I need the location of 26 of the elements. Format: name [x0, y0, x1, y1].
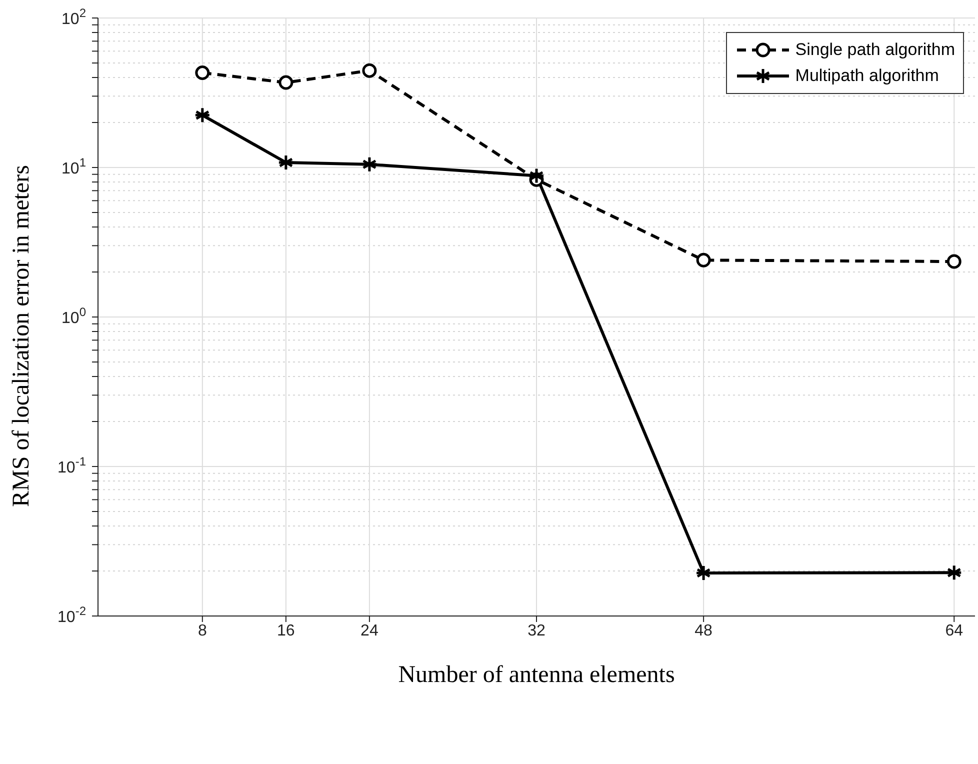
point: [361, 156, 378, 173]
point: [362, 63, 377, 78]
point: [195, 66, 210, 80]
y-tick-label: 10$^{-1}$: [58, 454, 86, 476]
y-tick-label: 10$^{2}$: [62, 6, 86, 28]
y-tick-label: 10$^{1}$: [62, 156, 86, 178]
point: [696, 252, 711, 268]
point: [278, 154, 294, 171]
legend-label: Single path algorithm: [795, 40, 955, 60]
legend-label: Multipath algorithm: [795, 66, 939, 86]
x-tick-label: 32: [528, 622, 546, 640]
point: [946, 564, 962, 581]
point: [695, 564, 712, 582]
x-axis-title: Number of antenna elements: [398, 662, 675, 688]
point: [946, 254, 962, 269]
point: [528, 168, 545, 184]
point: [194, 106, 211, 124]
y-tick-label: 10$^{0}$: [62, 305, 86, 327]
y-axis-title: RMS of localization error in meters: [8, 165, 35, 507]
x-tick-label: 24: [360, 622, 378, 640]
y-tick-label: 10$^{-2}$: [58, 604, 86, 626]
point: [278, 75, 294, 90]
x-tick-label: 16: [277, 622, 295, 640]
x-tick-label: 48: [694, 622, 713, 640]
x-tick-label: 8: [198, 622, 207, 640]
x-tick-label: 64: [945, 622, 964, 640]
